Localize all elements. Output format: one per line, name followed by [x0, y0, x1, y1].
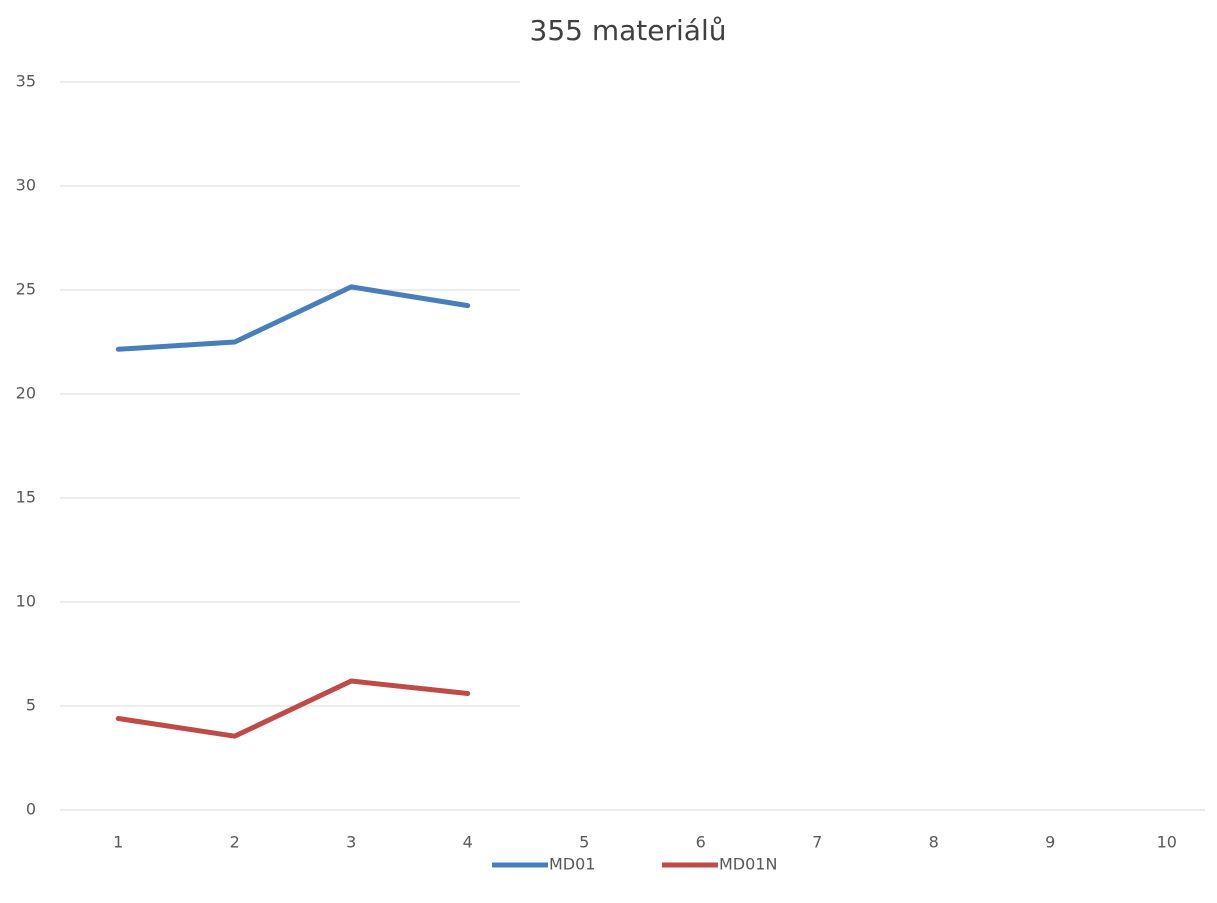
legend-label: MD01N: [719, 855, 777, 874]
x-tick-label: 10: [1157, 833, 1177, 852]
x-tick-label: 3: [346, 833, 356, 852]
y-tick-label: 35: [16, 72, 36, 91]
x-tick-label: 7: [812, 833, 822, 852]
y-tick-label: 15: [16, 488, 36, 507]
chart-title: 355 materiálů: [530, 14, 727, 47]
line-series: [115, 678, 471, 739]
legend-label: MD01: [549, 855, 595, 874]
y-tick-label: 5: [26, 696, 36, 715]
x-tick-label: 6: [696, 833, 706, 852]
x-tick-label: 1: [113, 833, 123, 852]
x-tick-label: 5: [579, 833, 589, 852]
x-tick-label: 2: [230, 833, 240, 852]
y-tick-label: 0: [26, 800, 36, 819]
y-tick-label: 10: [16, 592, 36, 611]
line-series: [115, 284, 471, 352]
x-tick-label: 8: [929, 833, 939, 852]
y-tick-label: 30: [16, 176, 36, 195]
x-tick-label: 9: [1045, 833, 1055, 852]
y-tick-label: 20: [16, 384, 36, 403]
y-tick-label: 25: [16, 280, 36, 299]
x-tick-label: 4: [463, 833, 473, 852]
